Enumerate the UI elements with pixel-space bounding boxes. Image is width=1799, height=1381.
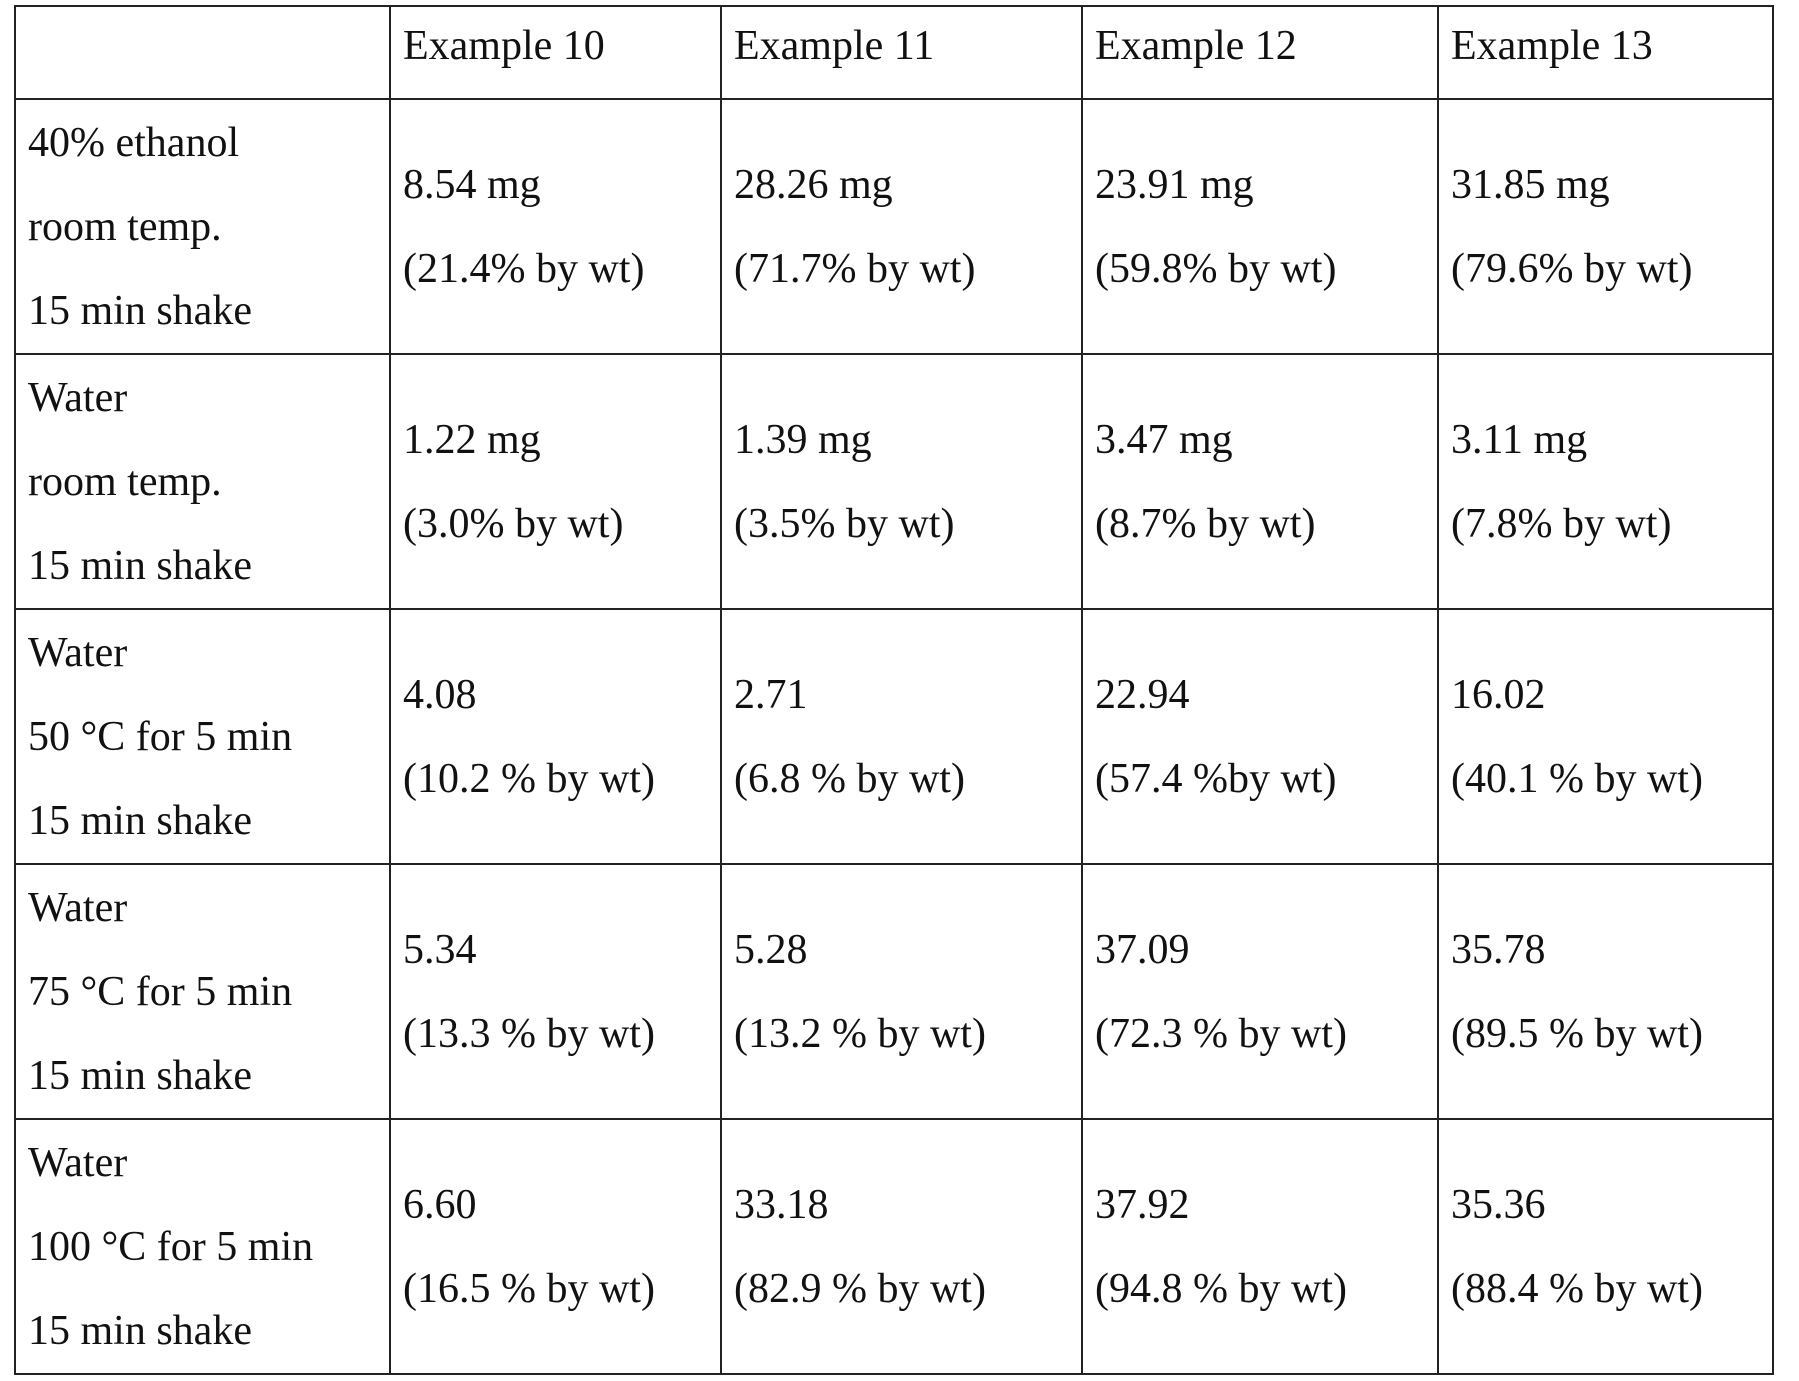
table-cell: 8.54 mg(21.4% by wt) (390, 99, 721, 354)
row-label: 40% ethanolroom temp.15 min shake (15, 99, 390, 354)
cell-percent: (40.1 % by wt) (1451, 737, 1762, 821)
row-label-line: 50 °C for 5 min (28, 695, 379, 779)
table-cell: 2.71(6.8 % by wt) (721, 609, 1082, 864)
cell-percent: (94.8 % by wt) (1095, 1247, 1427, 1331)
cell-amount: 4.08 (403, 653, 710, 737)
cell-percent: (88.4 % by wt) (1451, 1247, 1762, 1331)
cell-amount: 31.85 mg (1451, 143, 1762, 227)
table-cell: 16.02(40.1 % by wt) (1438, 609, 1773, 864)
table-row: Water100 °C for 5 min15 min shake6.60(16… (15, 1119, 1773, 1374)
cell-amount: 28.26 mg (734, 143, 1071, 227)
row-label-line: 15 min shake (28, 524, 379, 608)
row-label-line: room temp. (28, 440, 379, 524)
header-example-11: Example 11 (721, 6, 1082, 99)
row-label: Water100 °C for 5 min15 min shake (15, 1119, 390, 1374)
cell-amount: 5.34 (403, 908, 710, 992)
table-cell: 1.22 mg(3.0% by wt) (390, 354, 721, 609)
cell-percent: (3.5% by wt) (734, 482, 1071, 566)
cell-amount: 6.60 (403, 1163, 710, 1247)
table-cell: 33.18(82.9 % by wt) (721, 1119, 1082, 1374)
cell-percent: (71.7% by wt) (734, 227, 1071, 311)
row-label-line: 15 min shake (28, 269, 379, 353)
results-table: Example 10 Example 11 Example 12 Example… (14, 5, 1774, 1375)
cell-percent: (82.9 % by wt) (734, 1247, 1071, 1331)
row-label-line: 100 °C for 5 min (28, 1205, 379, 1289)
cell-amount: 2.71 (734, 653, 1071, 737)
cell-percent: (3.0% by wt) (403, 482, 710, 566)
header-row: Example 10 Example 11 Example 12 Example… (15, 6, 1773, 99)
table-cell: 35.78(89.5 % by wt) (1438, 864, 1773, 1119)
table-cell: 3.47 mg(8.7% by wt) (1082, 354, 1438, 609)
table-cell: 28.26 mg(71.7% by wt) (721, 99, 1082, 354)
row-label-line: Water (28, 866, 379, 950)
row-label-line: 75 °C for 5 min (28, 950, 379, 1034)
table-cell: 1.39 mg(3.5% by wt) (721, 354, 1082, 609)
table-cell: 4.08(10.2 % by wt) (390, 609, 721, 864)
table-cell: 3.11 mg(7.8% by wt) (1438, 354, 1773, 609)
cell-percent: (79.6% by wt) (1451, 227, 1762, 311)
cell-amount: 35.36 (1451, 1163, 1762, 1247)
table-cell: 35.36(88.4 % by wt) (1438, 1119, 1773, 1374)
table-cell: 5.28(13.2 % by wt) (721, 864, 1082, 1119)
row-label-line: Water (28, 611, 379, 695)
cell-amount: 1.22 mg (403, 398, 710, 482)
cell-percent: (89.5 % by wt) (1451, 992, 1762, 1076)
header-empty (15, 6, 390, 99)
row-label-line: 15 min shake (28, 779, 379, 863)
cell-amount: 8.54 mg (403, 143, 710, 227)
table-cell: 23.91 mg(59.8% by wt) (1082, 99, 1438, 354)
cell-percent: (8.7% by wt) (1095, 482, 1427, 566)
table-row: 40% ethanolroom temp.15 min shake8.54 mg… (15, 99, 1773, 354)
cell-percent: (57.4 %by wt) (1095, 737, 1427, 821)
cell-amount: 16.02 (1451, 653, 1762, 737)
header-example-10: Example 10 (390, 6, 721, 99)
table-cell: 6.60(16.5 % by wt) (390, 1119, 721, 1374)
header-example-13: Example 13 (1438, 6, 1773, 99)
cell-percent: (13.3 % by wt) (403, 992, 710, 1076)
cell-amount: 23.91 mg (1095, 143, 1427, 227)
row-label-line: 15 min shake (28, 1289, 379, 1373)
cell-percent: (16.5 % by wt) (403, 1247, 710, 1331)
table-row: Water75 °C for 5 min15 min shake5.34(13.… (15, 864, 1773, 1119)
table-cell: 37.92(94.8 % by wt) (1082, 1119, 1438, 1374)
cell-percent: (21.4% by wt) (403, 227, 710, 311)
cell-amount: 3.11 mg (1451, 398, 1762, 482)
row-label-line: room temp. (28, 185, 379, 269)
row-label: Water50 °C for 5 min15 min shake (15, 609, 390, 864)
cell-percent: (13.2 % by wt) (734, 992, 1071, 1076)
table-row: Water50 °C for 5 min15 min shake4.08(10.… (15, 609, 1773, 864)
cell-amount: 33.18 (734, 1163, 1071, 1247)
table-row: Waterroom temp.15 min shake1.22 mg(3.0% … (15, 354, 1773, 609)
cell-amount: 5.28 (734, 908, 1071, 992)
table-cell: 37.09(72.3 % by wt) (1082, 864, 1438, 1119)
cell-percent: (10.2 % by wt) (403, 737, 710, 821)
cell-percent: (7.8% by wt) (1451, 482, 1762, 566)
row-label-line: 40% ethanol (28, 101, 379, 185)
cell-percent: (6.8 % by wt) (734, 737, 1071, 821)
cell-amount: 37.92 (1095, 1163, 1427, 1247)
header-example-12: Example 12 (1082, 6, 1438, 99)
table-cell: 31.85 mg(79.6% by wt) (1438, 99, 1773, 354)
cell-amount: 37.09 (1095, 908, 1427, 992)
row-label-line: Water (28, 1121, 379, 1205)
row-label: Water75 °C for 5 min15 min shake (15, 864, 390, 1119)
row-label-line: Water (28, 356, 379, 440)
cell-amount: 35.78 (1451, 908, 1762, 992)
cell-percent: (72.3 % by wt) (1095, 992, 1427, 1076)
cell-amount: 22.94 (1095, 653, 1427, 737)
table-cell: 22.94(57.4 %by wt) (1082, 609, 1438, 864)
cell-amount: 1.39 mg (734, 398, 1071, 482)
table-cell: 5.34(13.3 % by wt) (390, 864, 721, 1119)
cell-amount: 3.47 mg (1095, 398, 1427, 482)
row-label: Waterroom temp.15 min shake (15, 354, 390, 609)
cell-percent: (59.8% by wt) (1095, 227, 1427, 311)
row-label-line: 15 min shake (28, 1034, 379, 1118)
